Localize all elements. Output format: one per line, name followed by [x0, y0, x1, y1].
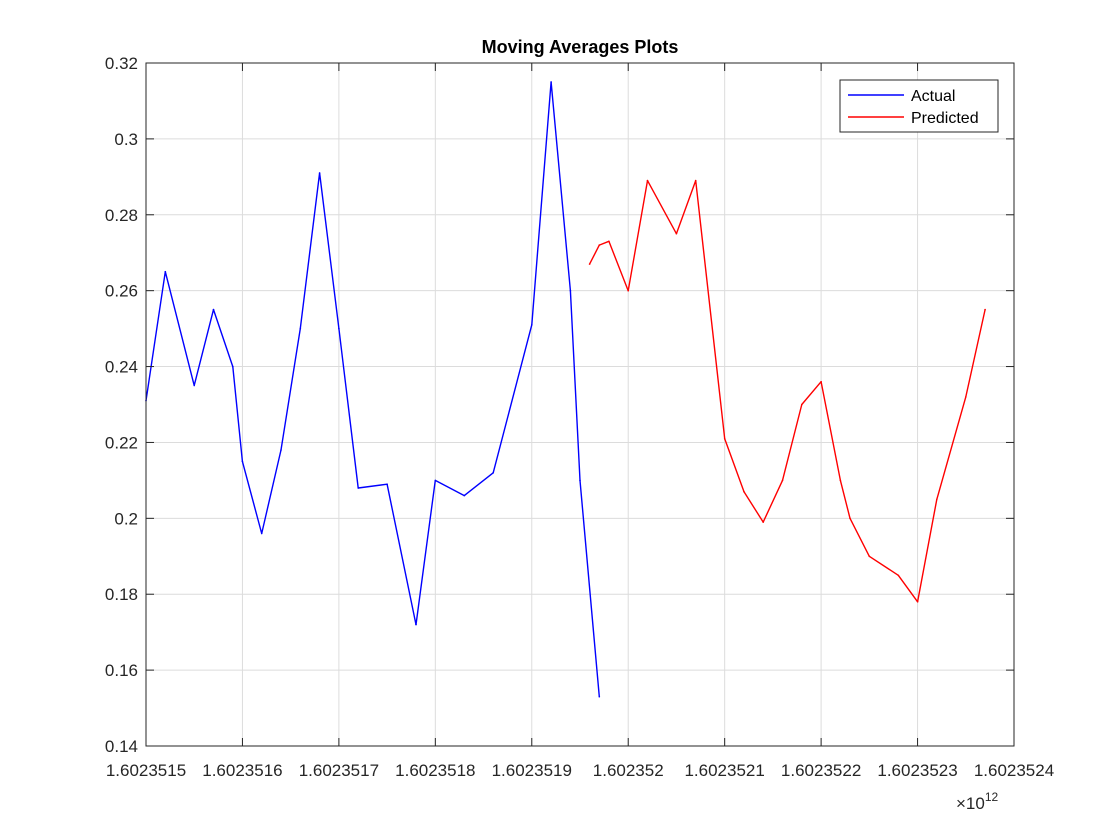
- series-point-actual: [434, 479, 437, 482]
- series-point-predicted: [868, 555, 871, 558]
- series-point-actual: [531, 324, 533, 326]
- series-point-actual: [299, 327, 302, 330]
- series-point-predicted: [646, 179, 649, 182]
- axes-frame: [145, 62, 1015, 747]
- series-point-actual: [463, 494, 466, 497]
- series-point-actual: [212, 308, 215, 311]
- y-tick-label: 0.2: [114, 509, 138, 528]
- series-point-actual: [598, 695, 601, 698]
- y-tick-label: 0.24: [105, 358, 138, 377]
- y-tick-label: 0.16: [105, 661, 138, 680]
- series-point-actual: [193, 384, 195, 387]
- x-tick-label: 1.6023517: [299, 761, 379, 780]
- x-tick-label: 1.6023521: [684, 761, 764, 780]
- y-tick-label: 0.18: [105, 585, 138, 604]
- y-axis-ticks: 0.14 0.16 0.18 0.2 0.22 0.24 0.26 0.28 0.3 0.32: [105, 54, 1014, 756]
- series-point-actual: [280, 449, 282, 451]
- series-lines: [145, 81, 986, 698]
- series-point-predicted: [762, 521, 764, 523]
- x-axis-exponent-base: ×10: [956, 794, 985, 813]
- series-point-actual: [164, 270, 167, 273]
- series-point-predicted: [598, 244, 601, 246]
- x-tick-label: 1.6023519: [492, 761, 572, 780]
- series-point-predicted: [965, 396, 967, 398]
- series-point-actual: [241, 460, 244, 463]
- y-tick-label: 0.26: [105, 282, 138, 301]
- x-tick-label: 1.6023524: [974, 761, 1054, 780]
- legend-label: Actual: [911, 88, 955, 105]
- series-point-actual: [415, 623, 417, 626]
- series-point-predicted: [588, 263, 591, 265]
- series-point-actual: [386, 483, 388, 486]
- x-tick-label: 1.6023522: [781, 761, 861, 780]
- x-axis-exponent: ×1012: [956, 790, 999, 813]
- series-point-predicted: [820, 380, 822, 383]
- legend-label: Predicted: [911, 110, 979, 127]
- series-point-actual: [569, 289, 572, 292]
- series-point-actual: [232, 365, 234, 368]
- series-point-predicted: [984, 308, 986, 311]
- series-point-actual: [318, 172, 321, 174]
- series-line-actual: [145, 81, 600, 697]
- series-point-predicted: [627, 289, 629, 292]
- x-axis-exponent-power: 12: [985, 790, 999, 804]
- y-tick-label: 0.28: [105, 206, 138, 225]
- series-point-actual: [260, 532, 263, 535]
- y-tick-label: 0.3: [114, 130, 138, 149]
- x-tick-label: 1.6023515: [106, 761, 186, 780]
- series-point-predicted: [675, 232, 678, 235]
- x-tick-label: 1.602352: [593, 761, 664, 780]
- series-point-predicted: [916, 601, 919, 603]
- x-axis-ticks: 1.6023515 1.6023516 1.6023517 1.6023518 1.60…: [106, 63, 1054, 780]
- series-point-predicted: [694, 179, 697, 182]
- series-point-predicted: [743, 491, 745, 493]
- legend-box: [839, 79, 999, 133]
- series-point-predicted: [839, 479, 842, 482]
- x-tick-label: 1.6023518: [395, 761, 475, 780]
- x-tick-label: 1.6023523: [877, 761, 957, 780]
- series-point-predicted: [723, 437, 726, 440]
- series-point-predicted: [897, 574, 900, 577]
- legend: Actual Predicted: [839, 79, 999, 133]
- x-tick-label: 1.6023516: [202, 761, 282, 780]
- series-point-actual: [338, 327, 340, 330]
- series-point-predicted: [781, 479, 784, 482]
- series-point-predicted: [608, 240, 610, 243]
- y-tick-label: 0.32: [105, 54, 138, 73]
- series-point-predicted: [849, 517, 851, 520]
- series-point-actual: [579, 479, 581, 482]
- series-point-actual: [492, 472, 495, 474]
- series-point-actual: [357, 487, 360, 489]
- chart-title: Moving Averages Plots: [482, 37, 679, 57]
- y-tick-label: 0.22: [105, 433, 138, 452]
- series-point-actual: [550, 81, 552, 83]
- series-point-predicted: [936, 498, 938, 501]
- plot-area: [146, 63, 1014, 746]
- y-tick-label: 0.14: [105, 737, 138, 756]
- series-point-predicted: [801, 403, 803, 406]
